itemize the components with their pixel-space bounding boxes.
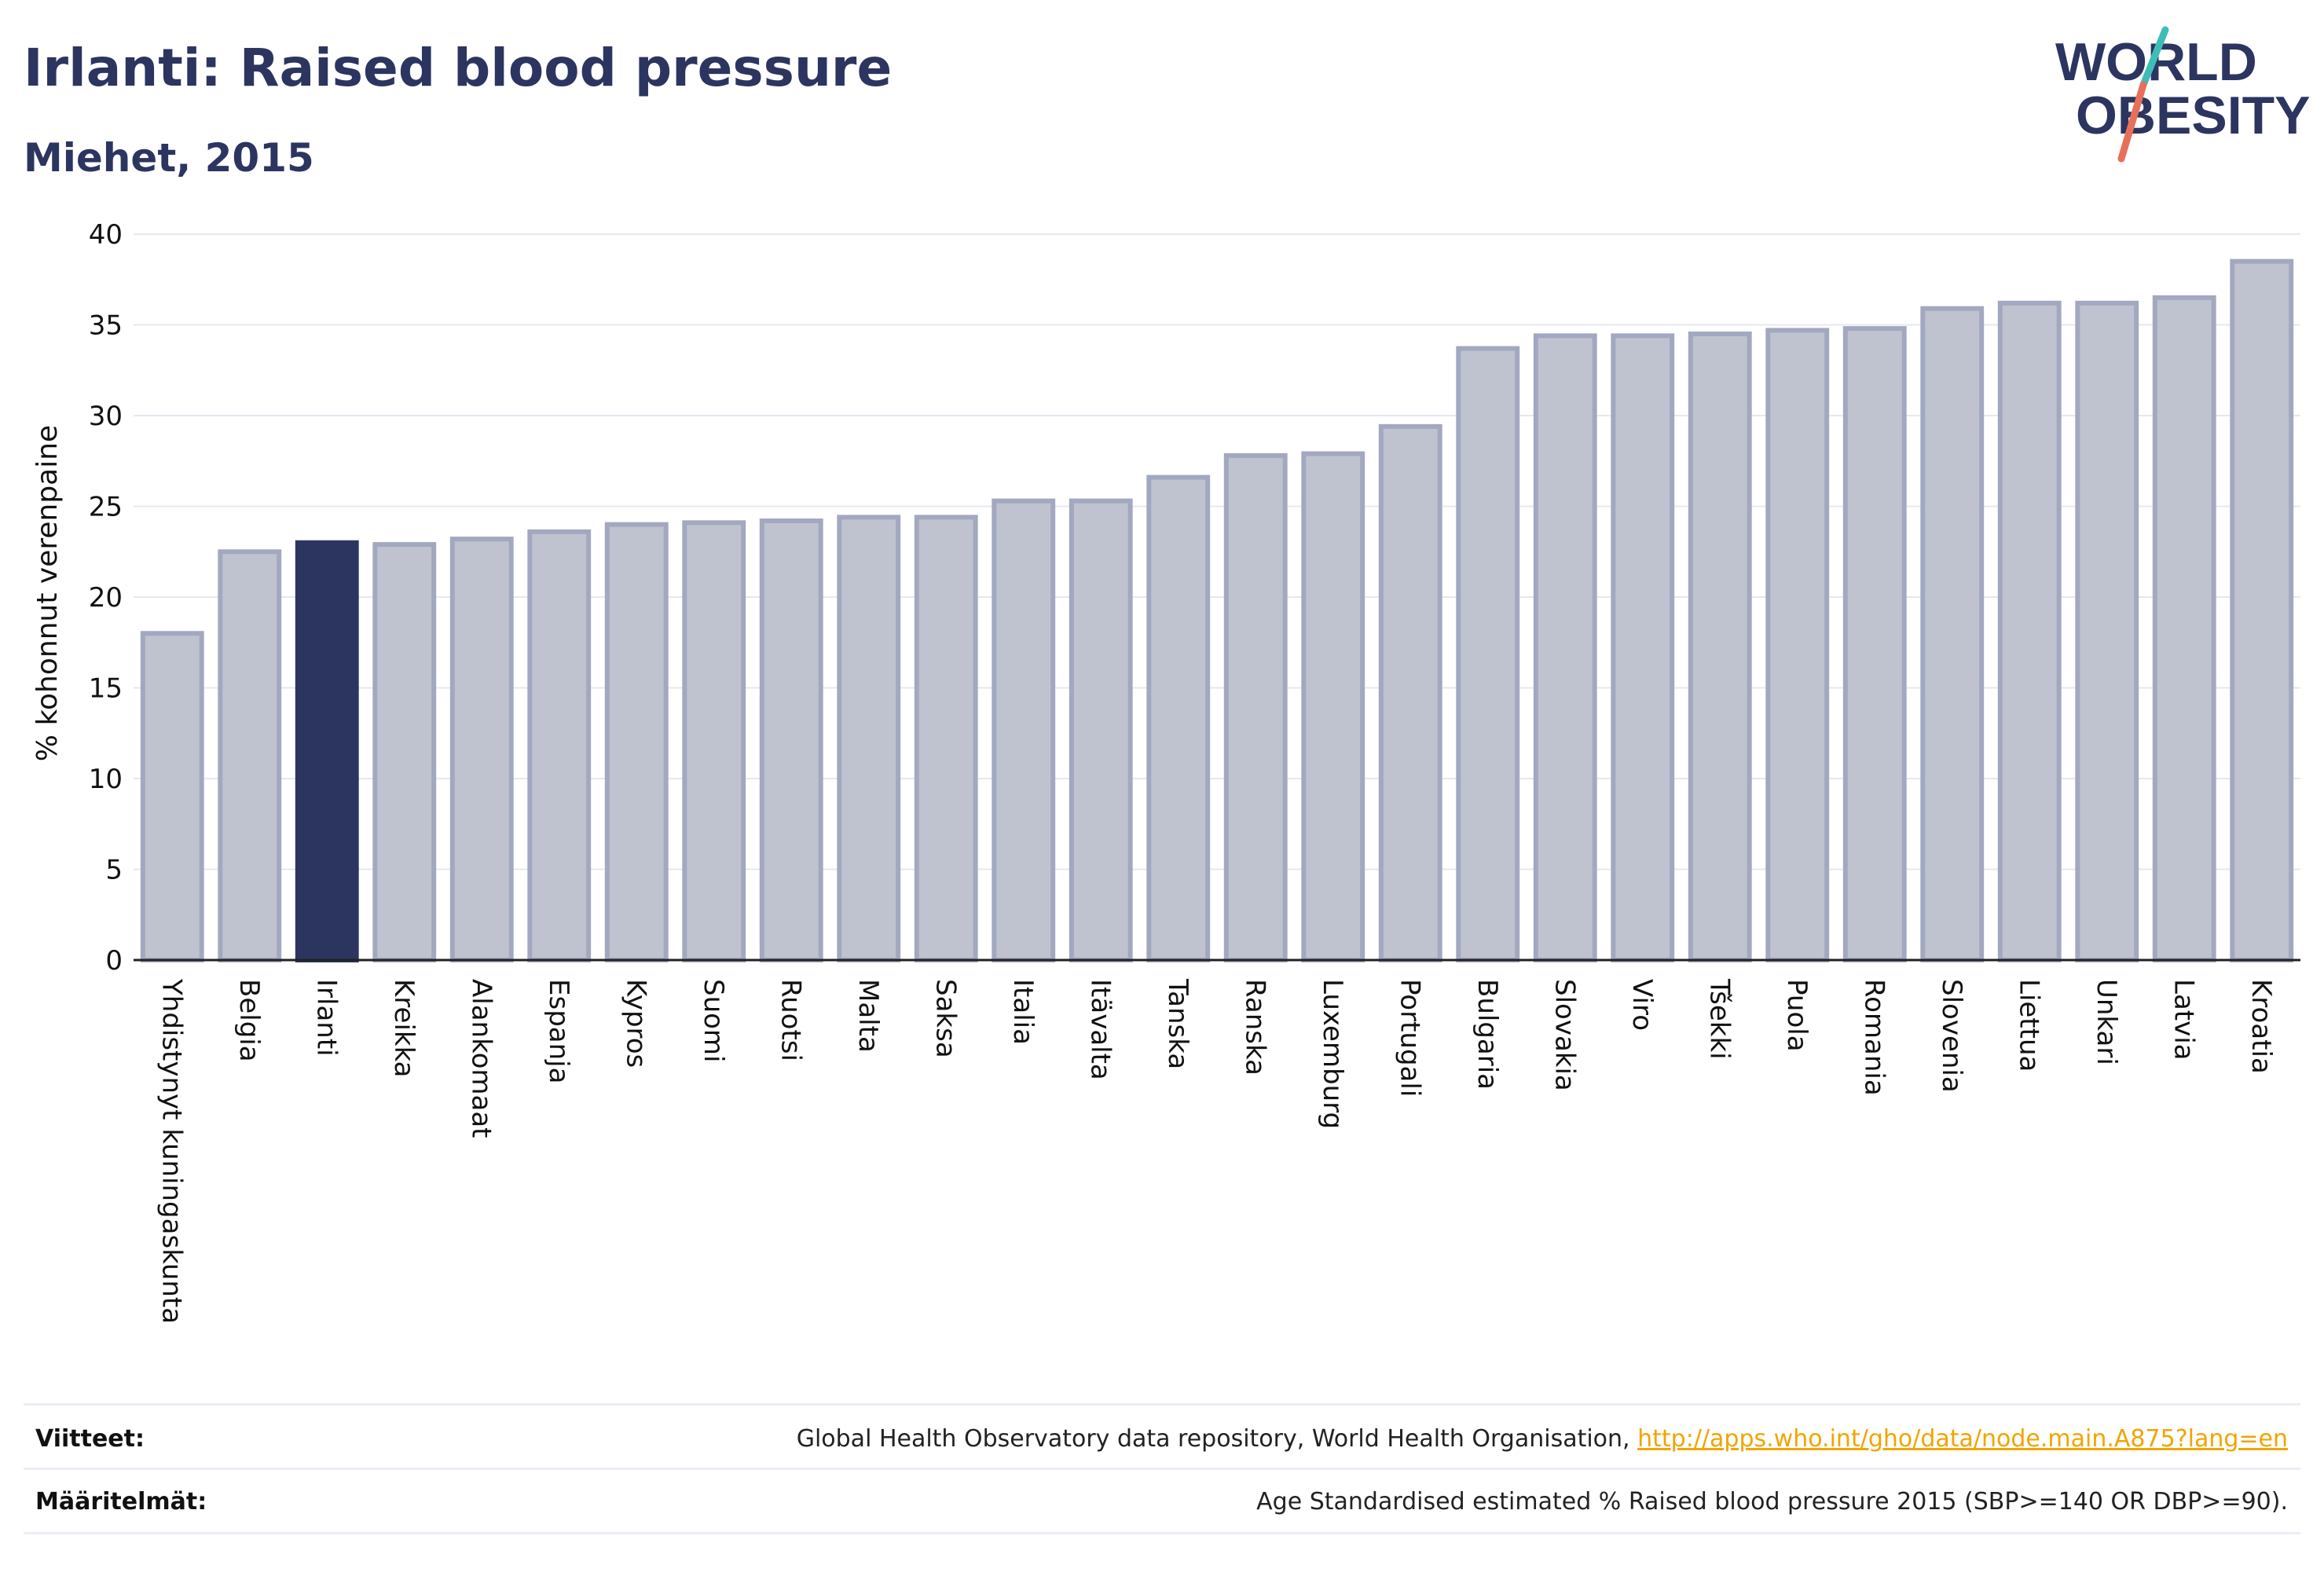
definitions-label: Määritelmät: bbox=[35, 1488, 207, 1516]
y-tick-label: 25 bbox=[89, 492, 123, 523]
y-tick-label: 0 bbox=[105, 945, 123, 977]
x-tick-label: Romania bbox=[1858, 979, 1890, 1096]
x-tick-label: Belgia bbox=[233, 979, 265, 1062]
bar bbox=[1301, 451, 1365, 962]
bar bbox=[372, 542, 437, 962]
bar bbox=[1997, 300, 2062, 962]
y-tick-label: 15 bbox=[89, 673, 123, 705]
y-tick-label: 30 bbox=[89, 401, 123, 432]
x-tick-label: Alankomaat bbox=[465, 979, 497, 1138]
x-tick-label: Saksa bbox=[929, 979, 961, 1058]
bar bbox=[449, 537, 514, 962]
chart-title: Irlanti: Raised blood pressure bbox=[24, 38, 893, 98]
logo-slash-teal bbox=[2139, 26, 2169, 89]
bar-chart: 0 5 10 15 20 25 30 35 40 Yhdistynyt kuningaskunta… bbox=[31, 219, 2300, 1324]
x-tick-label: Ruotsi bbox=[775, 979, 806, 1061]
footer-divider-bottom bbox=[24, 1532, 2300, 1534]
bar bbox=[218, 549, 282, 962]
y-tick-label: 40 bbox=[89, 219, 123, 251]
footer-divider-top bbox=[24, 1403, 2300, 1406]
bar bbox=[604, 522, 669, 962]
x-tick-label: Viro bbox=[1626, 979, 1658, 1031]
footer-divider-middle bbox=[24, 1468, 2300, 1470]
bar bbox=[1378, 423, 1442, 962]
references-link[interactable]: http://apps.who.int/gho/data/node.main.A… bbox=[1637, 1425, 2288, 1453]
x-tick-label: Yhdistynyt kuningaskunta bbox=[156, 978, 187, 1324]
x-tick-label: Italia bbox=[1007, 979, 1039, 1045]
bar bbox=[1533, 333, 1597, 962]
bar bbox=[2230, 258, 2294, 962]
bar bbox=[914, 515, 978, 962]
bar bbox=[759, 518, 823, 962]
bar bbox=[1146, 475, 1211, 962]
bar bbox=[837, 515, 901, 962]
x-tick-label: Portugali bbox=[1394, 979, 1425, 1097]
x-tick-label: Malta bbox=[852, 979, 884, 1053]
bar bbox=[1069, 498, 1133, 962]
x-tick-label: Suomi bbox=[698, 979, 729, 1063]
bar bbox=[527, 529, 592, 962]
chart-subtitle: Miehet, 2015 bbox=[24, 135, 314, 181]
bar bbox=[140, 631, 204, 962]
x-tick-label: Espanja bbox=[543, 979, 574, 1083]
references-label: Viitteet: bbox=[35, 1425, 145, 1453]
x-tick-label: Bulgaria bbox=[1472, 979, 1503, 1090]
bar bbox=[992, 498, 1056, 962]
bar bbox=[2075, 300, 2139, 962]
x-tick-label: Unkari bbox=[2091, 979, 2122, 1065]
bar bbox=[1842, 326, 1907, 962]
x-tick-label: Tanska bbox=[1162, 978, 1193, 1069]
x-tick-label: Ranska bbox=[1239, 979, 1270, 1076]
y-tick-label: 35 bbox=[89, 310, 123, 342]
bar-highlighted bbox=[295, 540, 359, 962]
x-tick-label: Slovakia bbox=[1549, 979, 1580, 1091]
x-tick-label: Tšekki bbox=[1703, 978, 1735, 1060]
world-obesity-logo: WORLD OBESITY bbox=[2055, 26, 2310, 163]
y-tick-label: 5 bbox=[105, 855, 123, 886]
bar bbox=[1688, 332, 1752, 962]
bar bbox=[682, 520, 746, 962]
x-tick-label: Kreikka bbox=[388, 979, 420, 1078]
x-tick-label: Irlanti bbox=[310, 979, 342, 1057]
references-text: Global Health Observatory data repositor… bbox=[797, 1425, 2288, 1453]
y-axis-label: % kohonnut verenpaine bbox=[31, 425, 64, 761]
logo-word-obesity: OBESITY bbox=[2076, 86, 2310, 145]
x-tick-label: Puola bbox=[1781, 979, 1813, 1052]
x-tick-label: Latvia bbox=[2168, 979, 2199, 1061]
references-source: Global Health Observatory data repositor… bbox=[796, 1425, 1630, 1453]
x-tick-label: Kypros bbox=[620, 979, 651, 1068]
bar bbox=[1765, 328, 1830, 962]
x-tick-label: Luxemburg bbox=[1317, 979, 1348, 1129]
x-tick-label: Itävalta bbox=[1084, 979, 1116, 1080]
definitions-text: Age Standardised estimated % Raised bloo… bbox=[1256, 1488, 2288, 1516]
bars bbox=[140, 258, 2294, 963]
logo-slash-coral bbox=[2117, 81, 2147, 163]
bar bbox=[1223, 453, 1288, 962]
axes: 0 5 10 15 20 25 30 35 40 Yhdistynyt kuningaskunta… bbox=[89, 219, 2300, 1324]
bar bbox=[1456, 346, 1520, 962]
bar bbox=[1920, 306, 1985, 962]
y-tick-label: 10 bbox=[89, 764, 123, 795]
x-tick-label: Slovenia bbox=[1936, 979, 1967, 1093]
y-tick-label: 20 bbox=[89, 582, 123, 614]
bar bbox=[2152, 295, 2216, 963]
x-tick-label: Liettua bbox=[2013, 979, 2044, 1072]
x-tick-label: Kroatia bbox=[2245, 979, 2277, 1074]
bar bbox=[1611, 333, 1675, 962]
